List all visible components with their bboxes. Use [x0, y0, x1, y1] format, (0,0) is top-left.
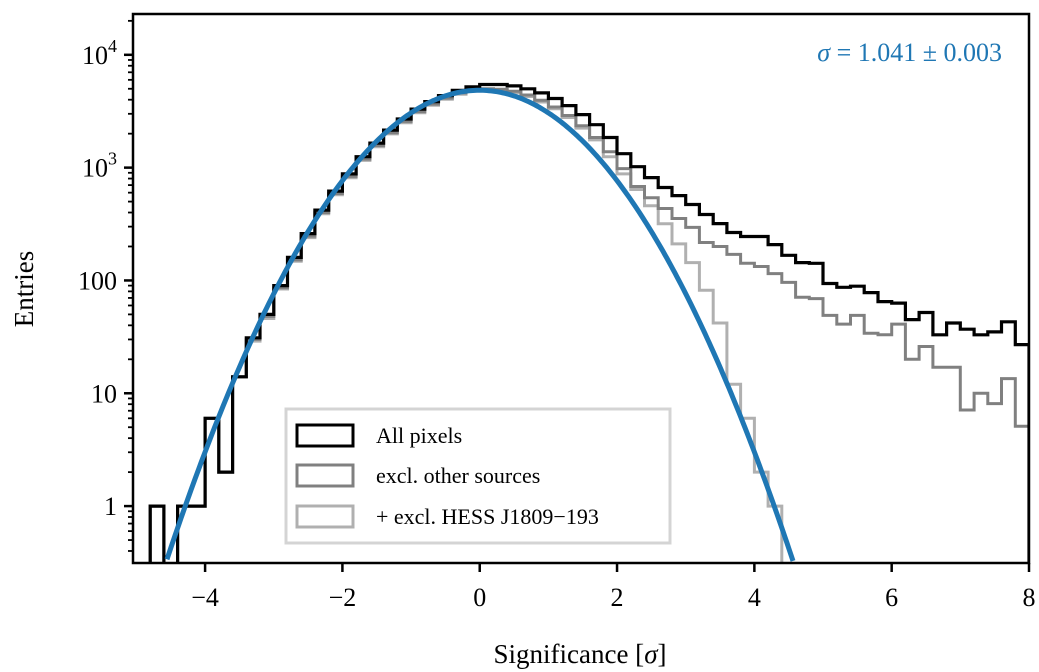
y-tick-label: 1	[104, 492, 117, 521]
legend-swatch-excl-hess	[295, 504, 355, 529]
histogram-bin	[191, 506, 205, 563]
histogram-bin	[713, 224, 727, 563]
histogram-bin	[191, 506, 205, 563]
histogram-bin	[892, 303, 906, 563]
gaussian-fit-curve	[164, 87, 796, 562]
histogram-bin	[851, 315, 865, 563]
histogram-bin	[905, 320, 919, 563]
histogram-bin	[933, 367, 947, 563]
histogram-bin	[246, 339, 260, 563]
histogram-bin	[905, 359, 919, 563]
histogram-bin	[892, 324, 906, 563]
histogram-bin	[1002, 379, 1016, 563]
histogram-bin	[974, 335, 988, 563]
histogram-bin	[988, 404, 1002, 563]
histogram-bin	[837, 287, 851, 563]
histogram-bin	[878, 302, 892, 563]
histogram-bin	[246, 341, 260, 563]
histogram-bin	[864, 333, 878, 563]
histogram-bin	[796, 297, 810, 563]
histogram-bin	[933, 335, 947, 563]
histogram-bin	[1015, 426, 1029, 563]
plot-frame	[131, 12, 1031, 565]
sigma-annotation: σ = 1.041 ± 0.003	[817, 38, 1002, 67]
histogram-bin	[809, 299, 823, 563]
legend-frame	[284, 407, 672, 545]
histogram-bin	[823, 315, 837, 563]
histogram-bin	[150, 506, 164, 563]
histogram-bin	[246, 338, 260, 563]
histogram-bin	[1002, 322, 1016, 563]
legend-label-all-pixels: All pixels	[376, 423, 462, 448]
legend-swatch-excl-other	[295, 463, 355, 488]
histogram-bin	[219, 472, 233, 563]
x-axis-ticks: −4 −2 0 2 4 6 8	[191, 563, 1036, 612]
histogram-bin	[837, 324, 851, 563]
y-axis-label: Entries	[9, 251, 39, 327]
x-tick-label: 8	[1023, 583, 1036, 612]
x-tick-label: 2	[611, 583, 624, 612]
x-tick-label: −4	[191, 583, 219, 612]
histogram-bin	[686, 227, 700, 563]
histogram-bin	[150, 506, 164, 563]
legend-swatch-all-pixels	[295, 423, 355, 448]
histogram-bin	[191, 506, 205, 563]
y-tick-label: 104	[82, 36, 117, 70]
histogram-bin	[851, 286, 865, 563]
histogram-bin	[782, 255, 796, 563]
x-tick-label: 4	[748, 583, 761, 612]
histogram-bin	[947, 323, 961, 563]
histogram-bin	[974, 393, 988, 563]
histogram-bin	[878, 335, 892, 563]
histogram-bin	[260, 319, 274, 564]
histogram-steps	[148, 82, 1029, 563]
histogram-bin	[919, 313, 933, 564]
histogram-bin	[919, 347, 933, 564]
histogram-bin	[1015, 345, 1029, 563]
histogram-bin	[713, 247, 727, 564]
legend-label-excl-other: excl. other sources	[376, 463, 540, 488]
y-tick-label: 100	[78, 266, 117, 295]
histogram-bin	[672, 196, 686, 563]
histogram-bin	[260, 316, 274, 563]
histogram-bin	[233, 377, 247, 563]
histogram-bin	[960, 329, 974, 563]
x-tick-label: 6	[885, 583, 898, 612]
histogram-bin	[796, 263, 810, 563]
histogram-bin	[150, 506, 164, 563]
histogram-bin	[686, 205, 700, 564]
y-tick-label: 10	[91, 379, 117, 408]
histogram-bin	[741, 263, 755, 563]
histogram-bin	[809, 263, 823, 563]
x-axis-label: Significance [σ]	[493, 639, 666, 669]
histogram-bin	[782, 282, 796, 563]
x-tick-label: −2	[329, 583, 357, 612]
legend: All pixels excl. other sources + excl. H…	[284, 407, 672, 545]
histogram-bin	[233, 377, 247, 563]
y-axis-ticks: 1 10 100 103 104	[78, 19, 133, 552]
y-tick-label: 103	[82, 149, 117, 183]
histogram-bin	[754, 267, 768, 564]
histogram-bin	[960, 410, 974, 563]
histogram-bin	[233, 377, 247, 563]
histogram-bin	[699, 215, 713, 564]
histogram-bin	[988, 332, 1002, 563]
histogram-bin	[260, 314, 274, 563]
histogram-bin	[754, 237, 768, 564]
histogram-bin	[219, 472, 233, 563]
histogram-bin	[823, 284, 837, 564]
x-tick-label: 0	[473, 583, 486, 612]
histogram-bin	[741, 237, 755, 564]
histogram-bin	[947, 367, 961, 563]
histogram-series-0	[148, 82, 1029, 564]
histogram-bin	[219, 472, 233, 563]
legend-label-excl-hess: + excl. HESS J1809−193	[376, 504, 599, 529]
